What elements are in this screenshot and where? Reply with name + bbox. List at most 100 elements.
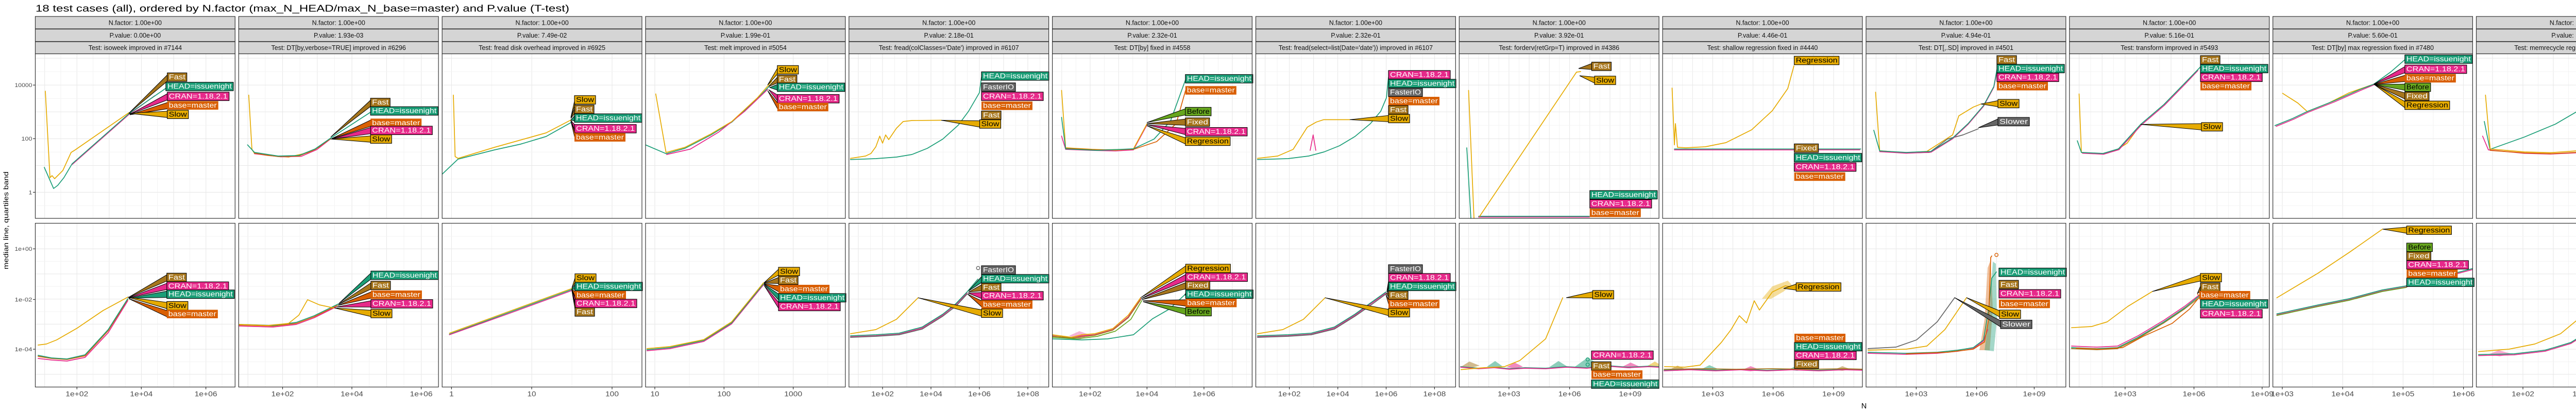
svg-text:Regression: Regression <box>1187 138 1229 145</box>
svg-text:1e+04: 1e+04 <box>2331 390 2354 398</box>
svg-text:base=master: base=master <box>2406 74 2455 82</box>
svg-text:Fast: Fast <box>576 106 592 113</box>
svg-text:Test: isoweek improved in #714: Test: isoweek improved in #7144 <box>89 44 182 52</box>
svg-text:Fast: Fast <box>780 277 796 284</box>
svg-text:CRAN=1.18.2.1: CRAN=1.18.2.1 <box>983 292 1042 300</box>
svg-text:N.factor: 1.00e+00: N.factor: 1.00e+00 <box>109 20 162 27</box>
svg-text:Fast: Fast <box>2001 281 2017 288</box>
svg-text:base=master: base=master <box>576 133 624 141</box>
svg-text:base=master: base=master <box>1998 82 2047 90</box>
svg-text:Fixed: Fixed <box>2408 252 2429 260</box>
svg-text:FasterIO: FasterIO <box>983 266 1014 274</box>
svg-text:CRAN=1.18.2.1: CRAN=1.18.2.1 <box>1187 128 1246 135</box>
svg-text:CRAN=1.18.2.1: CRAN=1.18.2.1 <box>2001 290 2059 298</box>
svg-text:HEAD=issuenight: HEAD=issuenight <box>1796 153 1860 161</box>
svg-text:base=master: base=master <box>1187 299 1235 307</box>
svg-text:Test: DT[by,verbose=TRUE] impr: Test: DT[by,verbose=TRUE] improved in #6… <box>272 44 406 52</box>
svg-text:1e+02: 1e+02 <box>1278 390 1301 398</box>
svg-text:HEAD=issuenight: HEAD=issuenight <box>1187 75 1251 82</box>
svg-text:HEAD=issuenight: HEAD=issuenight <box>1998 65 2063 73</box>
svg-text:Test: shallow regression fixed: Test: shallow regression fixed in #4440 <box>1707 44 1818 52</box>
svg-text:CRAN=1.18.2.1: CRAN=1.18.2.1 <box>1591 200 1650 208</box>
svg-text:CRAN=1.18.2.1: CRAN=1.18.2.1 <box>779 95 838 102</box>
svg-text:N: N <box>1861 402 1867 410</box>
svg-text:Slow: Slow <box>983 310 1001 317</box>
svg-text:HEAD=issuenight: HEAD=issuenight <box>1390 283 1454 290</box>
svg-text:base=master: base=master <box>1390 97 1438 105</box>
svg-text:P.value: 5.16e-01: P.value: 5.16e-01 <box>2145 32 2194 39</box>
svg-text:N.factor: 1.00e+00: N.factor: 1.00e+00 <box>922 20 975 27</box>
svg-text:base=master: base=master <box>2202 82 2250 90</box>
svg-text:HEAD=issuenight: HEAD=issuenight <box>576 114 640 122</box>
svg-text:HEAD=issuenight: HEAD=issuenight <box>1390 79 1454 87</box>
svg-text:HEAD=issuenight: HEAD=issuenight <box>779 83 843 91</box>
svg-text:Fast: Fast <box>2202 283 2218 291</box>
svg-text:Regression: Regression <box>2406 101 2448 109</box>
svg-text:Before: Before <box>2408 244 2431 251</box>
svg-text:Before: Before <box>1187 108 1210 115</box>
svg-text:base=master: base=master <box>168 310 217 318</box>
svg-text:base=master: base=master <box>169 101 217 109</box>
svg-text:Fixed: Fixed <box>1796 144 1817 152</box>
svg-text:P.value: 4.94e-01: P.value: 4.94e-01 <box>1941 32 1991 39</box>
svg-text:Test: transform improved in #5: Test: transform improved in #5493 <box>2121 44 2218 52</box>
svg-text:Slow: Slow <box>2001 311 2019 318</box>
svg-text:1e+02: 1e+02 <box>2512 390 2534 398</box>
svg-text:CRAN=1.18.2.1: CRAN=1.18.2.1 <box>2202 74 2261 81</box>
svg-text:N.factor: 1.00e+00: N.factor: 1.00e+00 <box>1736 20 1789 27</box>
svg-text:HEAD=issuenight: HEAD=issuenight <box>168 290 233 298</box>
svg-text:Test: melt improved in #5054: Test: melt improved in #5054 <box>704 44 787 52</box>
svg-text:HEAD=issuenight: HEAD=issuenight <box>1593 380 1657 388</box>
svg-text:1e+06: 1e+06 <box>1965 390 1988 398</box>
svg-text:1e+06: 1e+06 <box>195 390 217 398</box>
svg-text:Fast: Fast <box>1390 291 1406 299</box>
svg-text:Test: forderv(retGrp=T) improv: Test: forderv(retGrp=T) improved in #438… <box>1499 44 1619 52</box>
svg-text:Fixed: Fixed <box>1187 282 1208 289</box>
svg-text:HEAD=issuenight: HEAD=issuenight <box>2001 268 2065 276</box>
svg-text:1e+08: 1e+08 <box>1016 390 1039 398</box>
svg-text:HEAD=issuenight: HEAD=issuenight <box>2406 55 2471 63</box>
svg-text:1e+05: 1e+05 <box>2392 390 2414 398</box>
svg-text:Fast: Fast <box>779 75 795 83</box>
svg-text:1e+06: 1e+06 <box>1193 390 1215 398</box>
svg-text:Slow: Slow <box>981 120 999 128</box>
svg-text:CRAN=1.18.2.1: CRAN=1.18.2.1 <box>1796 163 1855 171</box>
svg-text:1e+09: 1e+09 <box>1822 390 1845 398</box>
svg-text:1e-04: 1e-04 <box>15 347 32 353</box>
svg-text:Slow: Slow <box>372 310 391 317</box>
svg-text:P.value: 1.99e-01: P.value: 1.99e-01 <box>721 32 770 39</box>
svg-text:1e+02: 1e+02 <box>65 390 88 398</box>
svg-text:P.value: 2.18e-01: P.value: 2.18e-01 <box>924 32 974 39</box>
svg-text:P.value: 7.49e-02: P.value: 7.49e-02 <box>517 32 567 39</box>
svg-text:Slow: Slow <box>2203 123 2221 131</box>
svg-text:1e+06: 1e+06 <box>1375 390 1398 398</box>
svg-text:Fast: Fast <box>1593 362 1609 370</box>
svg-text:1e+09: 1e+09 <box>1619 390 1641 398</box>
svg-text:Slow: Slow <box>169 110 187 118</box>
svg-text:1e+04: 1e+04 <box>920 390 943 398</box>
svg-text:Fast: Fast <box>983 111 999 119</box>
svg-text:HEAD=issuenight: HEAD=issuenight <box>983 72 1047 80</box>
svg-text:P.value: 5.60e-01: P.value: 5.60e-01 <box>2348 32 2397 39</box>
svg-text:100: 100 <box>717 390 731 398</box>
svg-text:Fast: Fast <box>2202 56 2218 64</box>
svg-text:base=master: base=master <box>1593 371 1641 379</box>
svg-text:Regression: Regression <box>1187 265 1229 272</box>
svg-text:1e+04: 1e+04 <box>130 390 153 398</box>
svg-text:HEAD=issuenight: HEAD=issuenight <box>372 107 436 115</box>
svg-text:1: 1 <box>449 390 454 398</box>
svg-text:Fast: Fast <box>1390 106 1406 114</box>
svg-text:CRAN=1.18.2.1: CRAN=1.18.2.1 <box>372 300 431 307</box>
svg-text:N.factor: 1.00e+00: N.factor: 1.00e+00 <box>1329 20 1382 27</box>
svg-text:FasterIO: FasterIO <box>1390 89 1421 96</box>
svg-text:base=master: base=master <box>372 119 420 127</box>
svg-text:100: 100 <box>22 136 32 142</box>
svg-text:Before: Before <box>2406 83 2429 91</box>
svg-text:1e+06: 1e+06 <box>410 390 433 398</box>
svg-text:Test: DT[by] max regression fi: Test: DT[by] max regression fixed in #74… <box>2312 44 2434 52</box>
svg-text:1e+02: 1e+02 <box>272 390 294 398</box>
svg-text:Test: fread(colClasses='Date'): Test: fread(colClasses='Date') improved … <box>879 44 1019 52</box>
svg-text:HEAD=issuenight: HEAD=issuenight <box>1187 290 1251 298</box>
svg-text:HEAD=issuenight: HEAD=issuenight <box>1796 343 1860 351</box>
svg-text:Slow: Slow <box>779 66 797 74</box>
